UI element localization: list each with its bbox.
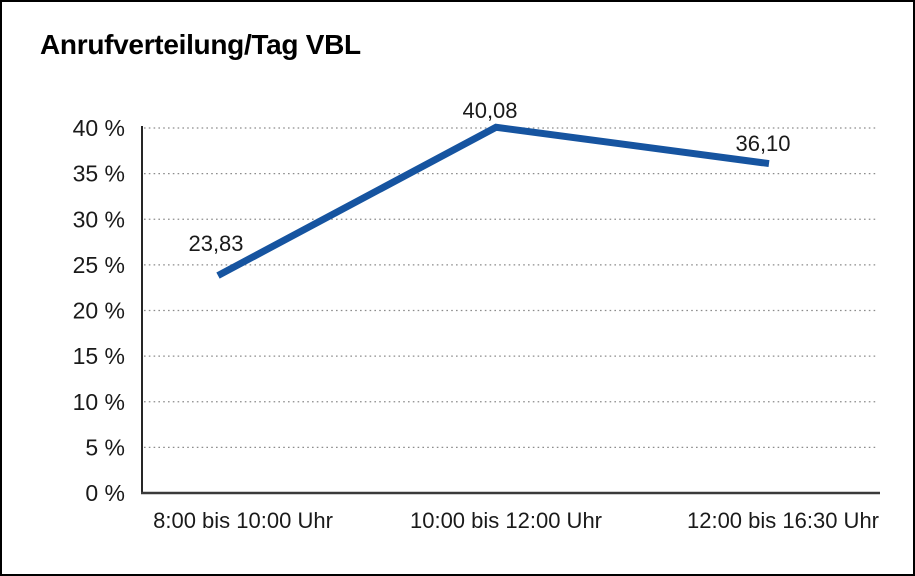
- y-tick-label: 25 %: [73, 252, 125, 278]
- data-point-label: 40,08: [462, 98, 517, 123]
- chart-title: Anrufverteilung/Tag VBL: [40, 29, 361, 60]
- y-tick-label: 15 %: [73, 343, 125, 369]
- x-category-label: 10:00 bis 12:00 Uhr: [410, 508, 602, 533]
- y-tick-label: 40 %: [73, 115, 125, 141]
- y-tick-label: 5 %: [85, 434, 125, 460]
- series-line: [216, 123, 770, 279]
- y-tick-label: 20 %: [73, 298, 125, 324]
- x-category-label: 12:00 bis 16:30 Uhr: [687, 508, 879, 533]
- y-tick-label: 10 %: [73, 389, 125, 415]
- data-point-label: 23,83: [188, 231, 243, 256]
- x-category-label: 8:00 bis 10:00 Uhr: [153, 508, 333, 533]
- data-point-label: 36,10: [735, 131, 790, 156]
- y-tick-label: 35 %: [73, 161, 125, 187]
- y-tick-label: 30 %: [73, 206, 125, 232]
- y-tick-label: 0 %: [85, 480, 125, 506]
